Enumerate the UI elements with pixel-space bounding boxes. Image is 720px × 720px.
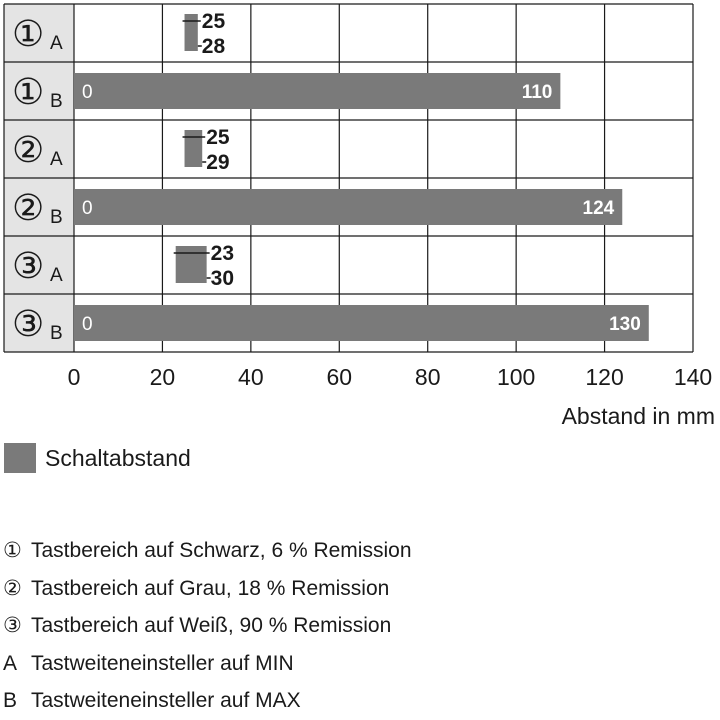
category-letter: A — [50, 149, 63, 170]
category-letter: B — [50, 207, 63, 228]
footnote-text: Tastweiteneinsteller auf MIN — [31, 651, 294, 675]
footnote-text: Tastbereich auf Grau, 18 % Remission — [31, 576, 390, 600]
footnote-mark: B — [3, 689, 18, 712]
bar-start-label: 0 — [82, 198, 93, 219]
footnote-5: B Tastweiteneinsteller auf MAX — [0, 682, 412, 720]
footnote-2: ② Tastbereich auf Grau, 18 % Remission — [0, 570, 412, 608]
bar-end-label: 28 — [202, 35, 226, 58]
x-tick-label: 80 — [415, 364, 441, 390]
x-tick-label: 0 — [68, 364, 81, 390]
category-letter: A — [50, 33, 63, 54]
bar-start-label: 25 — [202, 10, 226, 33]
x-tick-label: 40 — [238, 364, 264, 390]
footnote-mark: ③ — [3, 614, 22, 637]
footnote-1: ① Tastbereich auf Schwarz, 6 % Remission — [0, 532, 412, 570]
x-axis: 0 20 40 60 80 100 120 140 — [68, 364, 713, 390]
footnote-4: A Tastweiteneinsteller auf MIN — [0, 645, 412, 683]
category-circle-number: ① — [12, 13, 44, 54]
category-letter: A — [50, 265, 63, 286]
range-bar — [74, 305, 649, 341]
footnote-mark: ① — [3, 539, 22, 562]
range-bar — [184, 14, 198, 51]
bar-end-label: 29 — [206, 151, 229, 174]
range-bar — [175, 246, 207, 283]
category-circle-number: ③ — [12, 303, 44, 344]
range-bar — [184, 130, 203, 167]
bar-end-label: 124 — [583, 198, 615, 219]
category-letter: B — [50, 91, 63, 112]
category-circle-number: ③ — [12, 245, 44, 286]
footnote-mark: ② — [3, 576, 22, 600]
x-tick-label: 100 — [497, 364, 535, 390]
bar-end-label: 110 — [522, 82, 553, 103]
footnote-text: Tastweiteneinsteller auf MAX — [31, 689, 301, 712]
grid — [3, 3, 694, 353]
range-bar — [74, 189, 623, 225]
category-letter: B — [50, 323, 63, 344]
x-tick-label: 120 — [585, 364, 623, 390]
category-circle-number: ② — [12, 129, 44, 170]
footnote-3: ③ Tastbereich auf Weiß, 90 % Remission — [0, 607, 412, 645]
footnote-mark: A — [3, 651, 18, 675]
footnotes: ① Tastbereich auf Schwarz, 6 % Remission… — [0, 532, 412, 720]
x-tick-label: 60 — [326, 364, 352, 390]
legend-swatch — [4, 443, 36, 473]
bar-start-label: 0 — [82, 82, 93, 103]
x-tick-label: 20 — [150, 364, 176, 390]
bar-start-label: 25 — [206, 126, 230, 149]
x-tick-label: 140 — [674, 364, 712, 390]
x-axis-title: Abstand in mm — [562, 403, 715, 429]
category-circle-number: ① — [12, 71, 44, 112]
category-circle-number: ② — [12, 187, 44, 228]
legend-label: Schaltabstand — [45, 444, 191, 471]
legend: Schaltabstand — [0, 440, 191, 476]
bar-end-label: 30 — [211, 267, 234, 290]
range-bar — [74, 73, 561, 109]
bar-end-label: 130 — [609, 314, 641, 335]
category-labels: ① A① B② A② B③ A③ B — [12, 13, 63, 344]
bar-start-label: 0 — [82, 314, 93, 335]
bar-start-label: 23 — [211, 242, 234, 265]
footnote-text: Tastbereich auf Weiß, 90 % Remission — [31, 614, 392, 637]
footnote-text: Tastbereich auf Schwarz, 6 % Remission — [31, 539, 412, 562]
